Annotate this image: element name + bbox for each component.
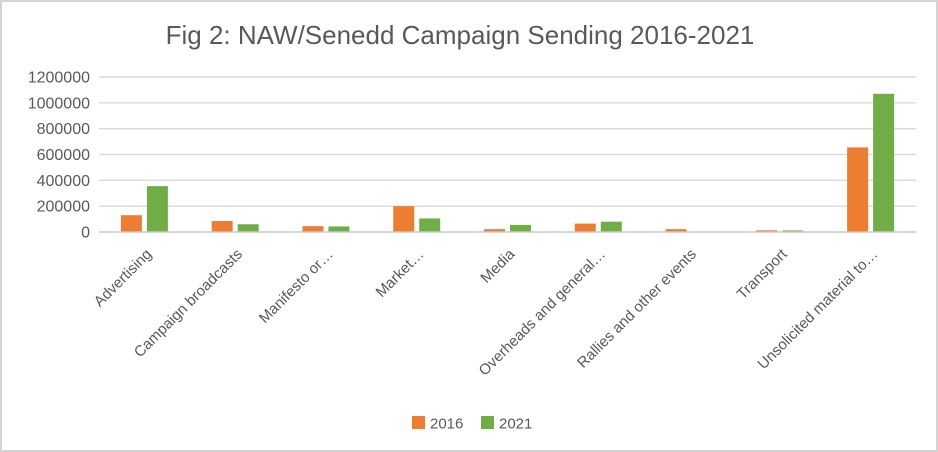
x-category-label: Advertising — [91, 246, 155, 310]
bars — [120, 93, 895, 233]
bar-2016-manifesto-or- — [302, 226, 324, 232]
bar-2021-campaign-broadcasts — [237, 224, 259, 232]
gridlines — [99, 76, 916, 207]
x-category-label: Market… — [373, 246, 428, 301]
y-tick-label: 1000000 — [28, 95, 90, 112]
y-tick-label: 0 — [81, 225, 90, 242]
bar-2021-media — [510, 224, 531, 232]
bar-2021-unsolicited-material-to- — [873, 93, 895, 233]
y-tick-label: 200000 — [37, 199, 90, 216]
y-tick-label: 1200000 — [28, 70, 90, 87]
bar-2016-rallies-and-other-events — [665, 229, 687, 232]
bar-2016-unsolicited-material-to- — [847, 147, 869, 232]
bar-2016-advertising — [120, 215, 142, 232]
bar-2016-media — [484, 229, 505, 232]
y-tick-label: 400000 — [37, 173, 90, 190]
bar-2016-campaign-broadcasts — [211, 221, 233, 232]
bar-2021-manifesto-or- — [328, 226, 350, 232]
bar-2021-market- — [419, 218, 441, 232]
x-category-label: Media — [477, 245, 518, 286]
legend-swatch-2016 — [412, 416, 425, 429]
legend: 2016 2021 — [412, 416, 532, 433]
y-tick-label: 800000 — [37, 121, 90, 138]
bar-2021-overheads-and-general- — [600, 221, 622, 232]
bar-2021-advertising — [146, 186, 168, 232]
y-tick-label: 600000 — [37, 147, 90, 164]
bar-2016-market- — [393, 206, 415, 232]
bar-2016-transport — [756, 230, 778, 232]
y-axis-tick-labels: 0 200000 400000 600000 800000 1000000 1200000 — [28, 70, 90, 242]
legend-label-2016: 2016 — [430, 416, 463, 433]
x-category-label: Manifesto or… — [256, 246, 337, 327]
legend-label-2021: 2021 — [499, 416, 532, 433]
x-category-label: Transport — [734, 245, 792, 303]
legend-swatch-2021 — [481, 416, 494, 429]
chart-title: Fig 2: NAW/Senedd Campaign Sending 2016-… — [166, 20, 755, 50]
bar-2016-overheads-and-general- — [574, 223, 596, 232]
